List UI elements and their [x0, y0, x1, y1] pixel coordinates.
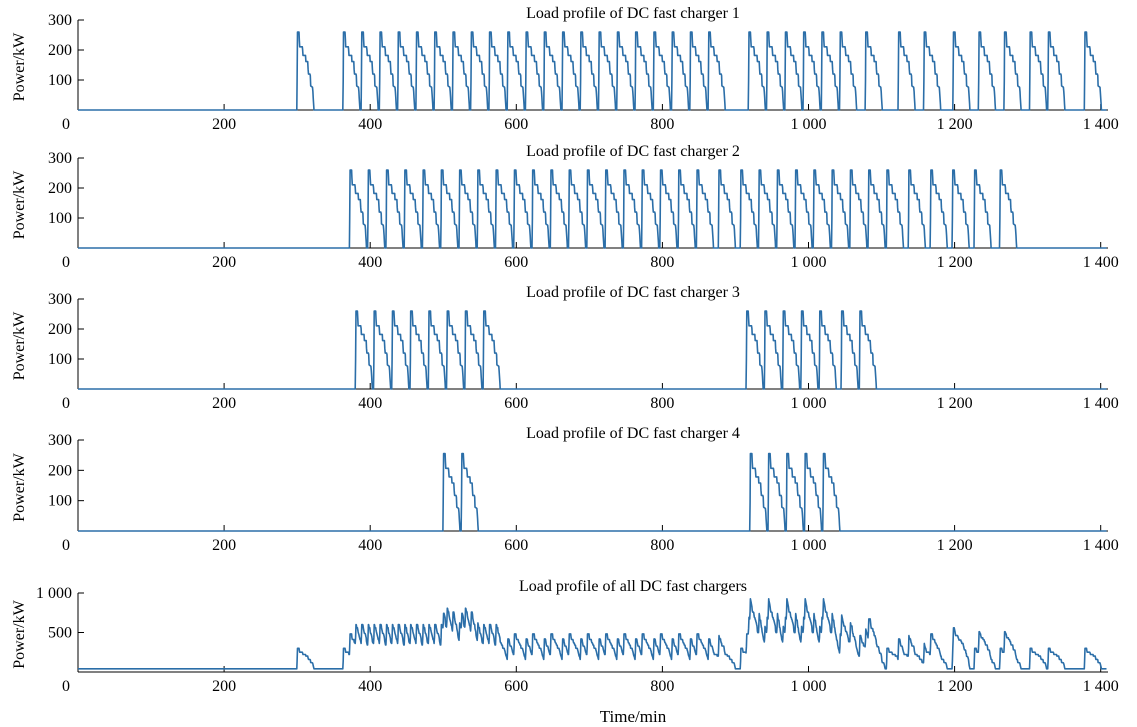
- x-tick-label: 1 000: [790, 254, 826, 271]
- x-tick-label: 1 000: [790, 537, 826, 554]
- x-tick-label: 0: [62, 537, 70, 554]
- y-tick-label: 100: [48, 72, 72, 89]
- y-tick-label: 1 000: [36, 585, 72, 602]
- x-tick-label: 1 000: [790, 678, 826, 695]
- x-tick-label: 600: [504, 116, 528, 133]
- x-tick-label: 400: [358, 537, 382, 554]
- series-line: [77, 597, 1107, 670]
- x-tick-label: 400: [358, 678, 382, 695]
- x-tick-label: 1 200: [937, 116, 973, 133]
- x-tick-label: 0: [62, 678, 70, 695]
- x-tick-label: 200: [212, 537, 236, 554]
- y-tick-label: 300: [48, 432, 72, 449]
- x-tick-label: 200: [212, 254, 236, 271]
- y-tick-label: 100: [48, 210, 72, 227]
- x-tick-label: 600: [504, 254, 528, 271]
- x-axis-label: Time/min: [600, 707, 667, 726]
- chart-title: Load profile of DC fast charger 3: [526, 284, 740, 301]
- chart-panel-3: Load profile of DC fast charger 3 100 200 3…: [11, 284, 1119, 412]
- x-tick-label: 800: [650, 395, 674, 412]
- x-tick-label: 600: [504, 395, 528, 412]
- x-tick-label: 200: [212, 116, 236, 133]
- x-tick-label: 400: [358, 254, 382, 271]
- y-tick-label: 100: [48, 493, 72, 510]
- series-line: [77, 169, 1107, 249]
- chart-panel-5: Load profile of all DC fast chargers 500 1…: [11, 578, 1119, 726]
- x-tick-label: 1 000: [790, 395, 826, 412]
- chart-panel-2: Load profile of DC fast charger 2 100 200 3…: [11, 143, 1119, 271]
- y-tick-label: 200: [48, 462, 72, 479]
- x-tick-label: 1 200: [937, 678, 973, 695]
- x-tick-label: 800: [650, 116, 674, 133]
- series-line: [77, 452, 1107, 532]
- x-tick-label: 1 200: [937, 254, 973, 271]
- y-tick-label: 300: [48, 12, 72, 29]
- x-tick-label: 200: [212, 678, 236, 695]
- y-axis-label: Power/kW: [11, 170, 28, 239]
- series-line: [77, 310, 1107, 390]
- chart-title: Load profile of DC fast charger 2: [526, 143, 740, 160]
- x-tick-label: 800: [650, 537, 674, 554]
- x-tick-label: 0: [62, 395, 70, 412]
- x-tick-label: 400: [358, 116, 382, 133]
- chart-title: Load profile of DC fast charger 4: [526, 425, 740, 442]
- x-tick-label: 200: [212, 395, 236, 412]
- y-axis-label: Power/kW: [11, 599, 28, 668]
- x-tick-label: 800: [650, 254, 674, 271]
- x-tick-label: 600: [504, 537, 528, 554]
- y-axis-label: Power/kW: [11, 32, 28, 101]
- x-tick-label: 400: [358, 395, 382, 412]
- y-tick-label: 200: [48, 321, 72, 338]
- y-tick-label: 300: [48, 150, 72, 167]
- x-tick-label: 1 200: [937, 537, 973, 554]
- chart-panel-1: Load profile of DC fast charger 1 100 200 3…: [11, 5, 1119, 133]
- x-tick-label: 0: [62, 116, 70, 133]
- y-axis-label: Power/kW: [11, 311, 28, 380]
- y-tick-label: 500: [48, 625, 72, 642]
- y-tick-label: 200: [48, 42, 72, 59]
- y-axis-label: Power/kW: [11, 452, 28, 521]
- x-tick-label: 800: [650, 678, 674, 695]
- x-tick-label: 1 400: [1083, 537, 1119, 554]
- x-tick-label: 1 400: [1083, 678, 1119, 695]
- x-tick-label: 1 200: [937, 395, 973, 412]
- series-line: [77, 31, 1107, 111]
- chart-title: Load profile of all DC fast chargers: [519, 578, 747, 595]
- x-tick-label: 0: [62, 254, 70, 271]
- x-tick-label: 1 000: [790, 116, 826, 133]
- x-tick-label: 600: [504, 678, 528, 695]
- y-tick-label: 200: [48, 180, 72, 197]
- x-tick-label: 1 400: [1083, 254, 1119, 271]
- x-tick-label: 1 400: [1083, 395, 1119, 412]
- chart-panel-4: Load profile of DC fast charger 4 100 200 3…: [11, 425, 1119, 554]
- chart-title: Load profile of DC fast charger 1: [526, 5, 740, 22]
- y-tick-label: 300: [48, 291, 72, 308]
- x-tick-label: 1 400: [1083, 116, 1119, 133]
- y-tick-label: 100: [48, 351, 72, 368]
